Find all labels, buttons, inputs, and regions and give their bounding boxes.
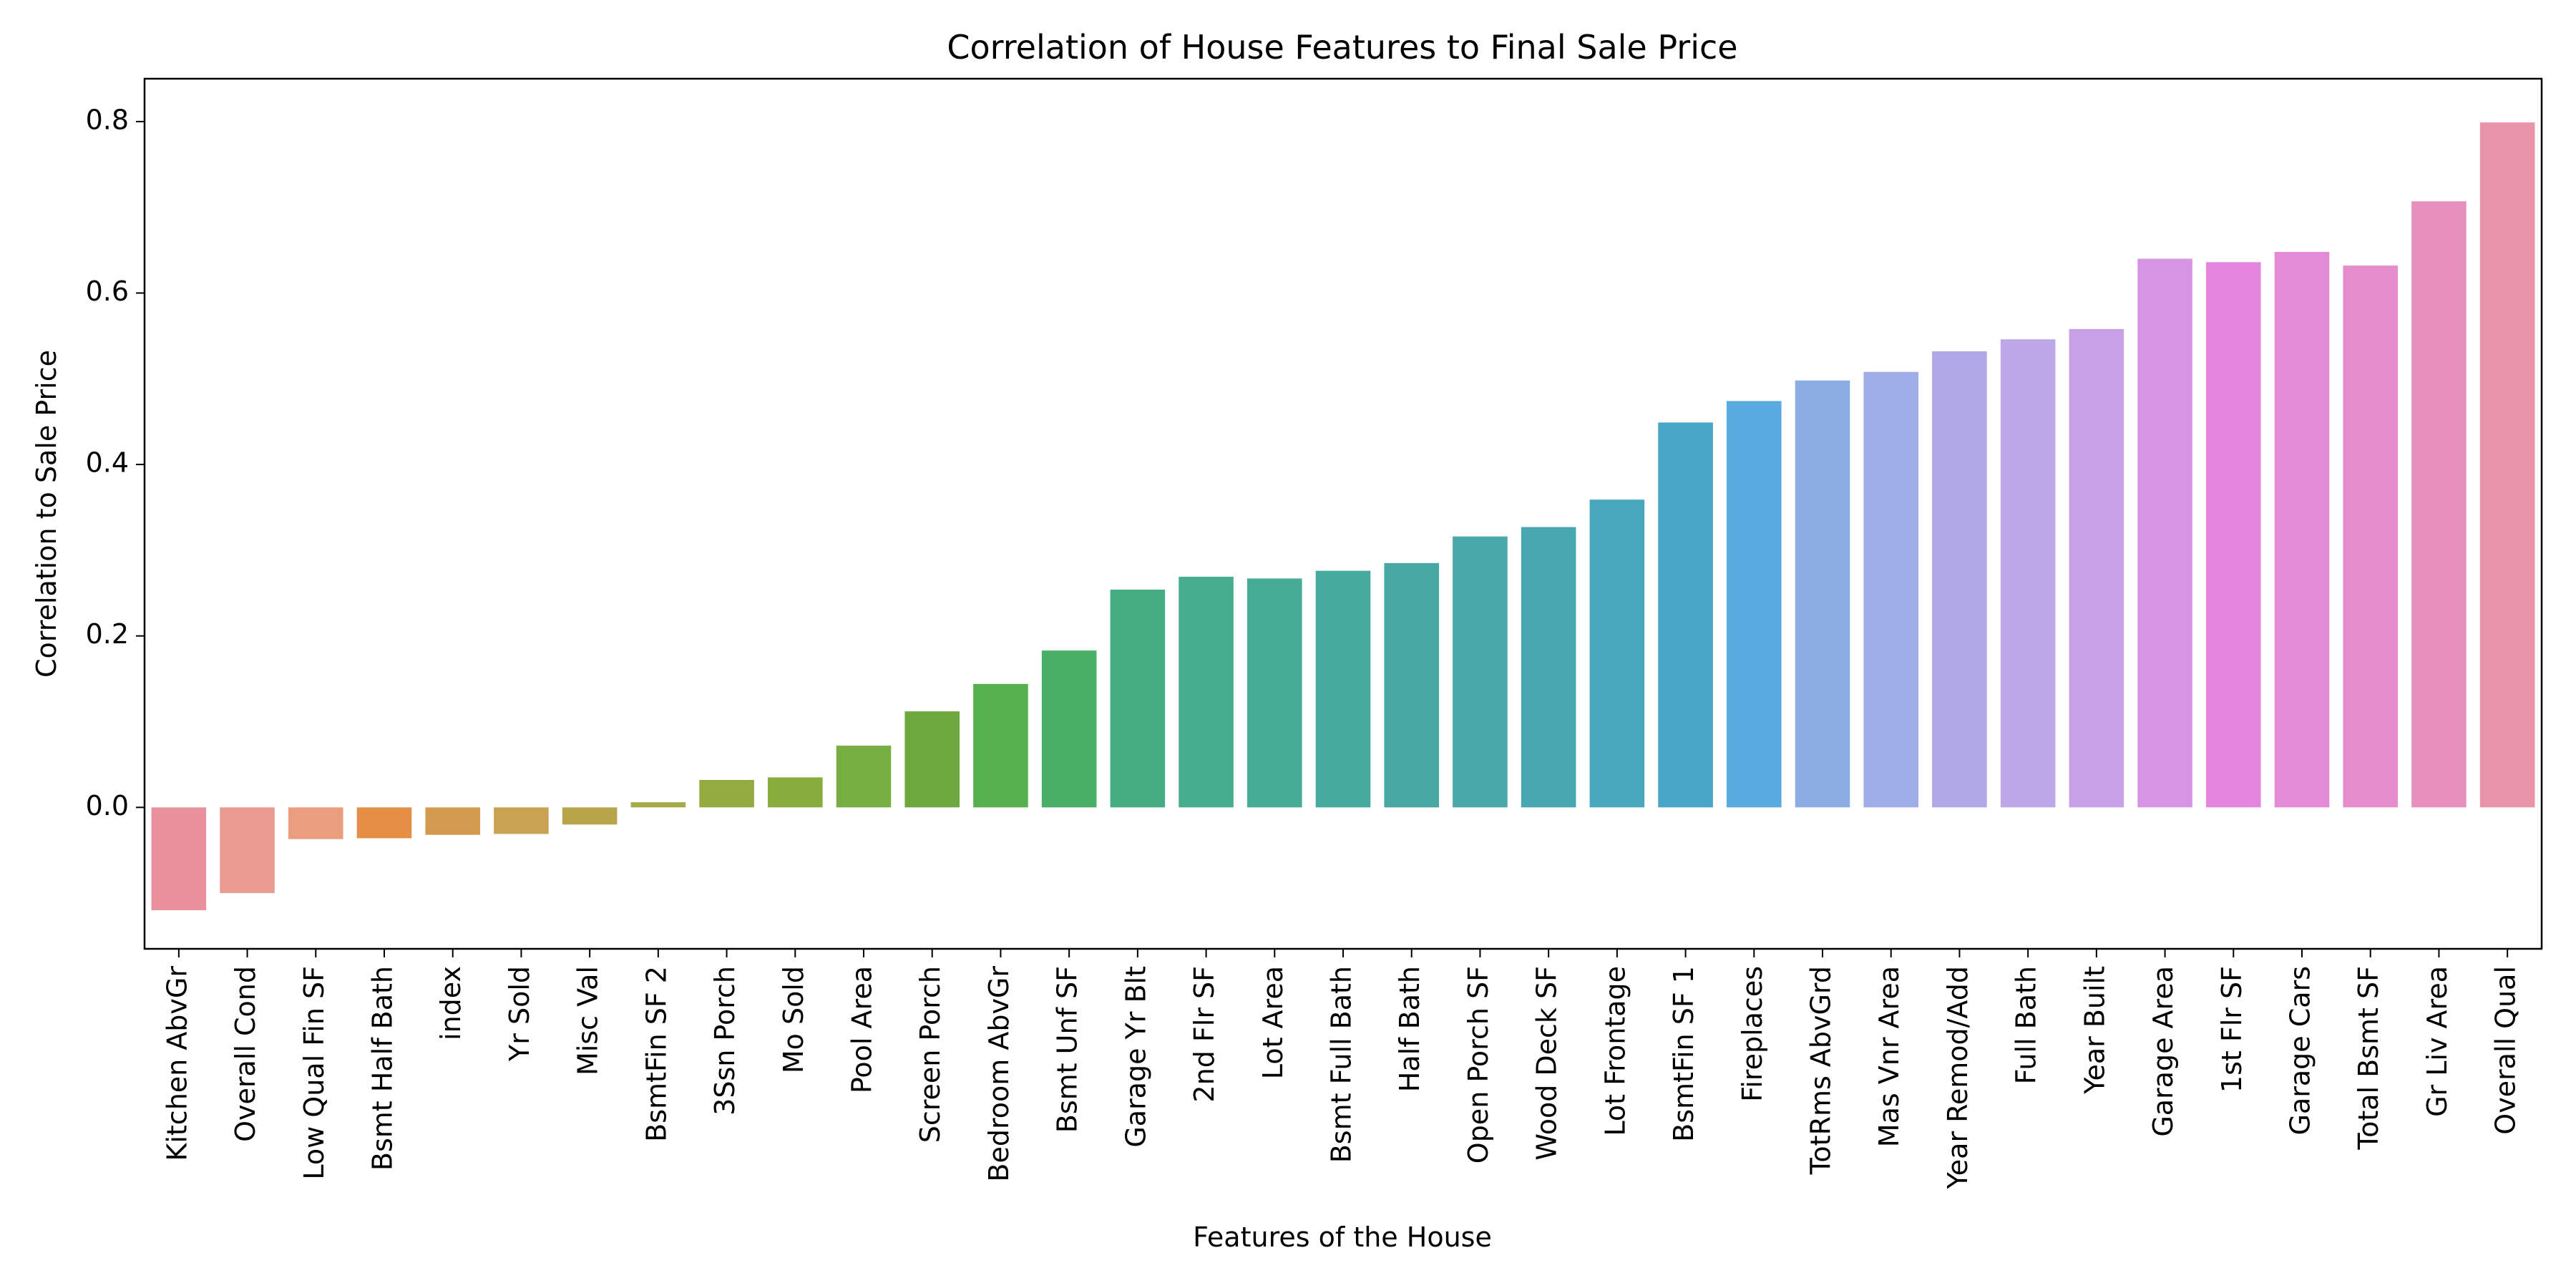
x-tick-label: Yr Sold	[504, 966, 535, 1062]
x-tick-label: Garage Cars	[2285, 966, 2316, 1135]
y-tick-label: 0.8	[86, 104, 129, 135]
bar-33	[2343, 265, 2398, 808]
x-tick-label: BsmtFin SF 1	[1668, 966, 1699, 1142]
y-tick-label: 0.0	[86, 790, 129, 821]
plot-frame	[143, 77, 2543, 950]
x-tick-label: Lot Frontage	[1599, 966, 1631, 1136]
x-tick-label: 3Ssn Porch	[709, 966, 741, 1116]
x-tick-label: Pool Area	[847, 966, 878, 1093]
x-tick-label: Kitchen AbvGr	[161, 966, 192, 1161]
bar-30	[2137, 258, 2192, 808]
x-tick-label: Garage Yr Blt	[1120, 966, 1151, 1148]
x-tick-label: 1st Flr SF	[2216, 966, 2248, 1093]
x-tick-label: TotRms AbvGrd	[1805, 966, 1837, 1175]
bar-28	[2000, 339, 2056, 808]
x-tick-label: Garage Area	[2147, 966, 2179, 1137]
x-tick-label: Total Bsmt SF	[2353, 966, 2384, 1151]
x-tick-label: Lot Area	[1257, 966, 1289, 1079]
x-tick-label: Year Built	[2079, 966, 2110, 1095]
bar-5	[425, 807, 480, 835]
bar-6	[494, 807, 549, 834]
x-tick-label: index	[435, 966, 467, 1040]
x-tick-label: Bsmt Unf SF	[1052, 966, 1083, 1133]
bar-34	[2411, 201, 2467, 808]
bar-14	[1041, 650, 1097, 808]
bar-17	[1247, 578, 1302, 808]
bar-15	[1110, 590, 1166, 808]
chart-title: Correlation of House Features to Final S…	[947, 28, 1737, 67]
bar-27	[1932, 351, 1987, 808]
y-tick-label: 0.4	[86, 447, 129, 479]
y-tick-label: 0.2	[86, 618, 129, 650]
x-tick-label: Low Qual Fin SF	[298, 966, 330, 1180]
bar-3	[288, 807, 343, 839]
bar-4	[356, 807, 412, 839]
bar-2	[220, 807, 275, 894]
x-tick-label: Screen Porch	[914, 966, 946, 1143]
x-tick-label: Half Bath	[1394, 966, 1425, 1092]
x-tick-label: Bsmt Half Bath	[367, 966, 399, 1171]
x-axis: Kitchen AbvGr Overall Cond Low Qual Fin SF…	[161, 949, 2522, 1189]
x-tick-label: Year Remod/Add	[1942, 966, 1974, 1189]
bar-20	[1453, 536, 1508, 808]
bar-22	[1589, 499, 1645, 808]
x-tick-label: Fireplaces	[1737, 966, 1768, 1102]
y-axis-label: Correlation to Sale Price	[31, 350, 62, 678]
x-tick-label: Wood Deck SF	[1531, 966, 1563, 1161]
bar-12	[904, 711, 960, 808]
x-tick-label: Open Porch SF	[1463, 966, 1494, 1163]
bar-24	[1727, 401, 1782, 808]
bar-19	[1384, 562, 1439, 808]
x-tick-label: Bsmt Full Bath	[1326, 966, 1357, 1163]
bar-11	[836, 746, 892, 808]
bar-13	[973, 683, 1028, 808]
bar-29	[2069, 328, 2124, 808]
bar-8	[630, 802, 686, 808]
x-axis-label: Features of the House	[1193, 1221, 1492, 1253]
x-tick-label: Overall Qual	[2490, 966, 2522, 1135]
x-tick-label: Full Bath	[2011, 966, 2042, 1084]
bar-7	[562, 807, 618, 825]
x-tick-label: Gr Liv Area	[2421, 966, 2453, 1117]
bars-group	[151, 122, 2535, 911]
y-axis: 0.0 0.2 0.4 0.6 0.8	[86, 104, 145, 821]
bar-23	[1658, 422, 1713, 808]
x-tick-label: Mas Vnr Area	[1873, 966, 1905, 1147]
x-tick-label: Bedroom AbvGr	[983, 966, 1015, 1182]
bar-31	[2206, 262, 2261, 808]
x-tick-label: Overall Cond	[230, 966, 261, 1142]
y-tick-label: 0.6	[86, 275, 129, 307]
bar-16	[1179, 577, 1234, 808]
bar-9	[699, 779, 754, 808]
x-tick-label: Mo Sold	[778, 966, 809, 1073]
bar-25	[1795, 380, 1850, 808]
bar-26	[1863, 371, 1918, 808]
x-tick-label: 2nd Flr SF	[1189, 966, 1220, 1103]
bar-18	[1315, 570, 1371, 808]
bar-35	[2479, 122, 2535, 808]
x-tick-label: Misc Val	[572, 966, 604, 1075]
bar-21	[1521, 527, 1576, 808]
bar-10	[768, 777, 823, 808]
bar-32	[2274, 252, 2330, 808]
x-tick-label: BsmtFin SF 2	[640, 966, 672, 1142]
bar-1	[151, 807, 207, 911]
